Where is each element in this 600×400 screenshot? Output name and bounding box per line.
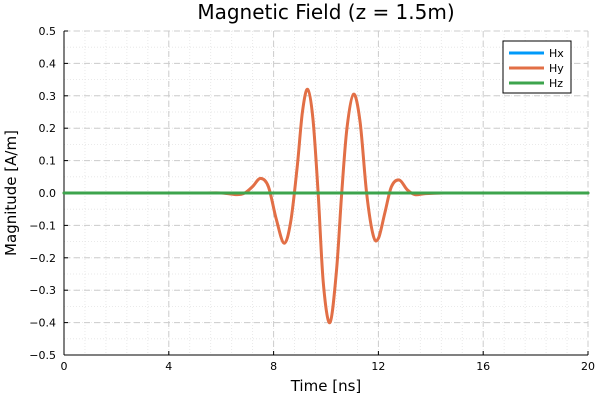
x-tick-label: 8 <box>270 360 277 373</box>
y-tick-label: −0.3 <box>29 284 56 297</box>
y-tick-label: −0.5 <box>29 349 56 362</box>
y-tick-label: 0.4 <box>39 57 57 70</box>
series-line-hy <box>62 87 590 325</box>
y-tick-label: 0.2 <box>39 122 57 135</box>
x-tick-label: 4 <box>165 360 172 373</box>
y-tick-label: 0.0 <box>39 187 57 200</box>
y-tick-label: −0.2 <box>29 252 56 265</box>
legend-label-hy: Hy <box>549 62 564 75</box>
x-tick-label: 20 <box>581 360 595 373</box>
x-tick-label: 12 <box>371 360 385 373</box>
ticks-layer: 0 4 8 12 16 20 −0.5 −0.4 −0.3 −0.2 −0.1 0.0 0.1 0.2 0.… <box>29 25 595 373</box>
x-tick-label: 16 <box>476 360 490 373</box>
chart-title: Magnetic Field (z = 1.5m) <box>197 0 454 24</box>
x-tick-label: 0 <box>61 360 68 373</box>
legend-label-hz: Hz <box>549 77 563 90</box>
y-axis-title: Magnitude [A/m] <box>2 130 20 256</box>
x-axis-title: Time [ns] <box>290 377 362 395</box>
series-layer <box>62 87 590 325</box>
y-tick-label: −0.4 <box>29 317 56 330</box>
legend-label-hx: Hx <box>549 47 564 60</box>
y-tick-label: 0.3 <box>39 90 57 103</box>
legend: Hx Hy Hz <box>502 40 572 94</box>
y-tick-label: 0.1 <box>39 155 57 168</box>
y-tick-label: 0.5 <box>39 25 57 38</box>
y-tick-label: −0.1 <box>29 219 56 232</box>
